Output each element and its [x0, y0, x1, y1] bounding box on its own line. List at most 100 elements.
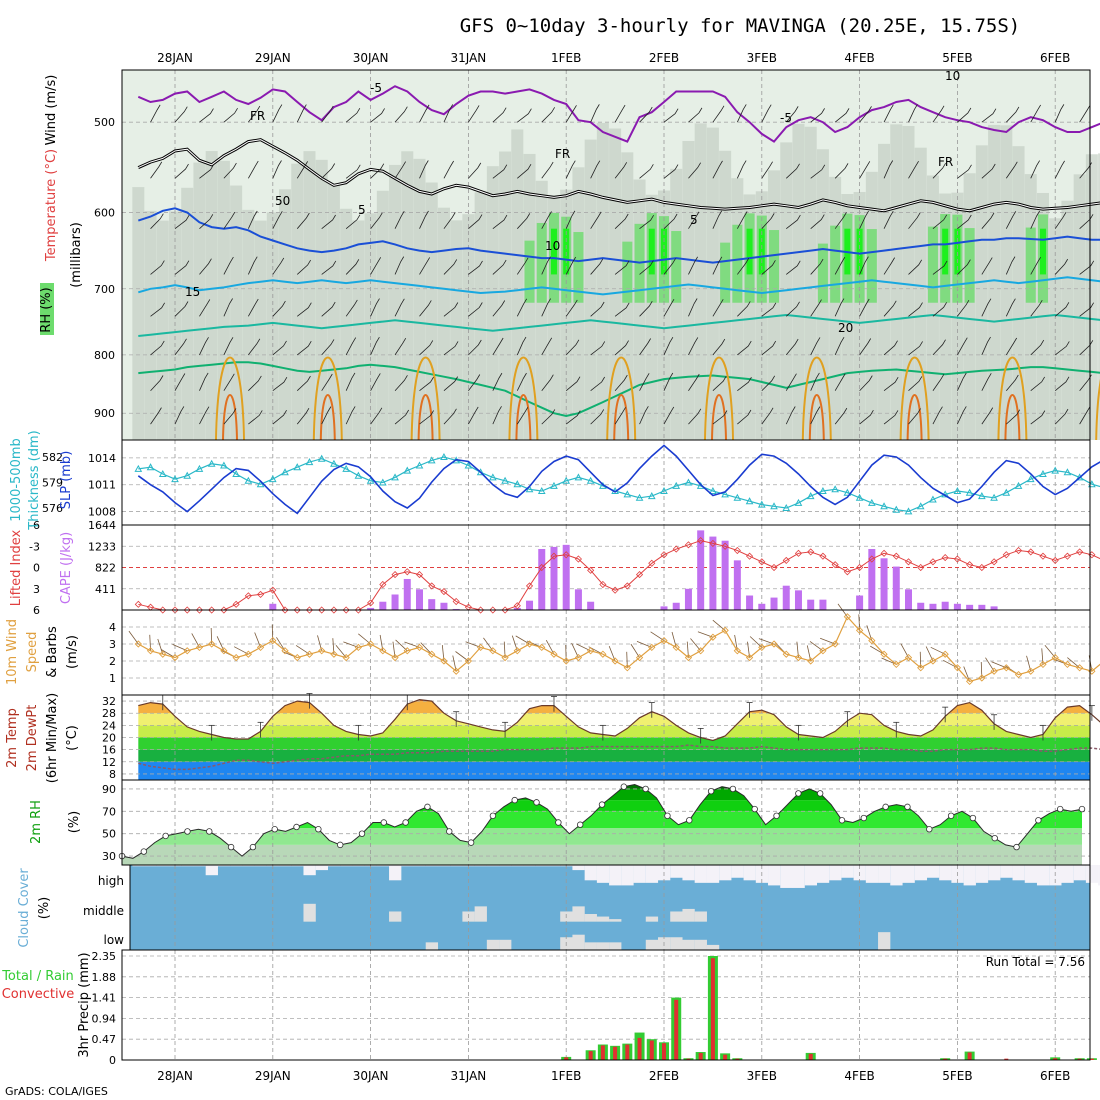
cape-bar	[966, 604, 974, 610]
wind-speed-point	[452, 667, 460, 675]
thickness-point	[709, 486, 717, 494]
rh-cell	[486, 166, 499, 440]
rh-point	[206, 828, 213, 835]
temp-tick-label: 8	[109, 768, 116, 781]
wind-barb	[272, 257, 285, 275]
rh-cell	[205, 151, 218, 441]
rh-cell	[829, 176, 842, 440]
temp-tick-label: 20	[102, 732, 116, 745]
wind-barb	[174, 373, 186, 391]
wind-barb	[370, 163, 385, 179]
cloud-gap	[425, 942, 439, 950]
thickness-point	[1026, 475, 1035, 483]
rh-cell	[550, 228, 557, 275]
isotherm-25	[899, 356, 930, 441]
wind-barb	[1054, 211, 1067, 229]
rh-cell	[609, 128, 622, 441]
thickness-point	[1014, 481, 1023, 489]
isotherm-line	[137, 85, 1100, 143]
wind-label-2: Speed	[25, 632, 40, 673]
wind-barb	[981, 257, 993, 275]
rh-cell	[731, 178, 744, 441]
wind-barb	[1005, 256, 1016, 275]
wind-barb	[590, 409, 605, 425]
wind-barb	[957, 372, 967, 391]
cloud-gap	[352, 865, 365, 867]
wind-barb	[248, 105, 261, 123]
rh-cell	[144, 210, 157, 440]
precip-tick-label: 1.88	[92, 971, 117, 984]
li-point	[513, 602, 521, 610]
thickness-point	[171, 475, 179, 483]
wind-speed-point	[391, 653, 399, 662]
rh-point	[271, 826, 278, 833]
wind-speed-point	[819, 647, 827, 655]
wind-barb	[1054, 258, 1069, 275]
cloud-gap	[572, 865, 585, 871]
wind-barb	[932, 214, 948, 229]
thickness-point	[562, 476, 571, 484]
cloud-gap	[1098, 865, 1100, 886]
cloud-gap	[230, 865, 243, 867]
wind-barb	[468, 260, 483, 275]
date-label: 31JAN	[451, 51, 487, 65]
wind-barb	[335, 645, 347, 658]
cape-bar	[416, 589, 423, 610]
wind-barb	[810, 372, 820, 391]
y-tick-label: 700	[94, 283, 115, 296]
wind-barb	[1054, 341, 1070, 356]
li-point	[415, 571, 424, 579]
wind-barb	[712, 105, 725, 123]
wind-barb	[932, 302, 947, 317]
wind-speed-point	[134, 640, 142, 648]
li-point	[635, 571, 644, 579]
cloud-gap	[303, 903, 316, 922]
cloud-gap	[596, 916, 610, 922]
wind-speed-point	[672, 643, 680, 652]
cloud-gap	[474, 906, 487, 922]
wind-barb	[834, 163, 849, 179]
cape-bar	[452, 608, 460, 610]
wind-barb	[957, 299, 970, 317]
wind-barb	[639, 406, 649, 425]
precip-conv-bar	[674, 999, 679, 1060]
wind-barb	[663, 258, 676, 275]
cloud-gap	[926, 865, 940, 878]
rh-cell	[670, 168, 683, 440]
wind-barb	[443, 341, 459, 356]
cloud-gap	[511, 865, 524, 867]
rh-point	[227, 843, 235, 851]
cloud-gap	[437, 865, 451, 867]
wind-barb	[736, 104, 747, 123]
wind-barb	[834, 407, 848, 425]
wind-barb	[565, 160, 576, 179]
wind-speed-point	[208, 640, 216, 648]
wind-speed-point	[366, 640, 375, 648]
wind-barb	[321, 260, 337, 275]
cloud-gap	[156, 865, 170, 867]
wind-speed-point	[330, 650, 338, 658]
wind-barb	[199, 337, 209, 356]
rh-cell	[1025, 227, 1036, 303]
rh-cell	[746, 228, 753, 275]
wind-barb	[590, 258, 604, 275]
wind-barb	[160, 649, 176, 658]
li-point	[733, 546, 741, 555]
cape-bar	[978, 604, 986, 610]
rh-cell	[914, 147, 927, 441]
wind-barb	[541, 337, 553, 356]
cloud-gap	[963, 865, 976, 886]
precip-conv-bar	[723, 1054, 728, 1060]
cloud-gap	[694, 865, 707, 883]
cape-bar	[562, 544, 570, 610]
thickness-point	[635, 493, 644, 501]
wind-barb	[1005, 161, 1018, 179]
wind-barb	[297, 340, 312, 356]
temp-band	[138, 749, 1090, 762]
cape-bar	[782, 585, 790, 610]
wind-barb	[712, 210, 723, 229]
li-point	[1076, 548, 1084, 556]
wind-barb	[492, 214, 508, 230]
thickness-point	[378, 478, 387, 486]
li-point	[183, 606, 191, 614]
